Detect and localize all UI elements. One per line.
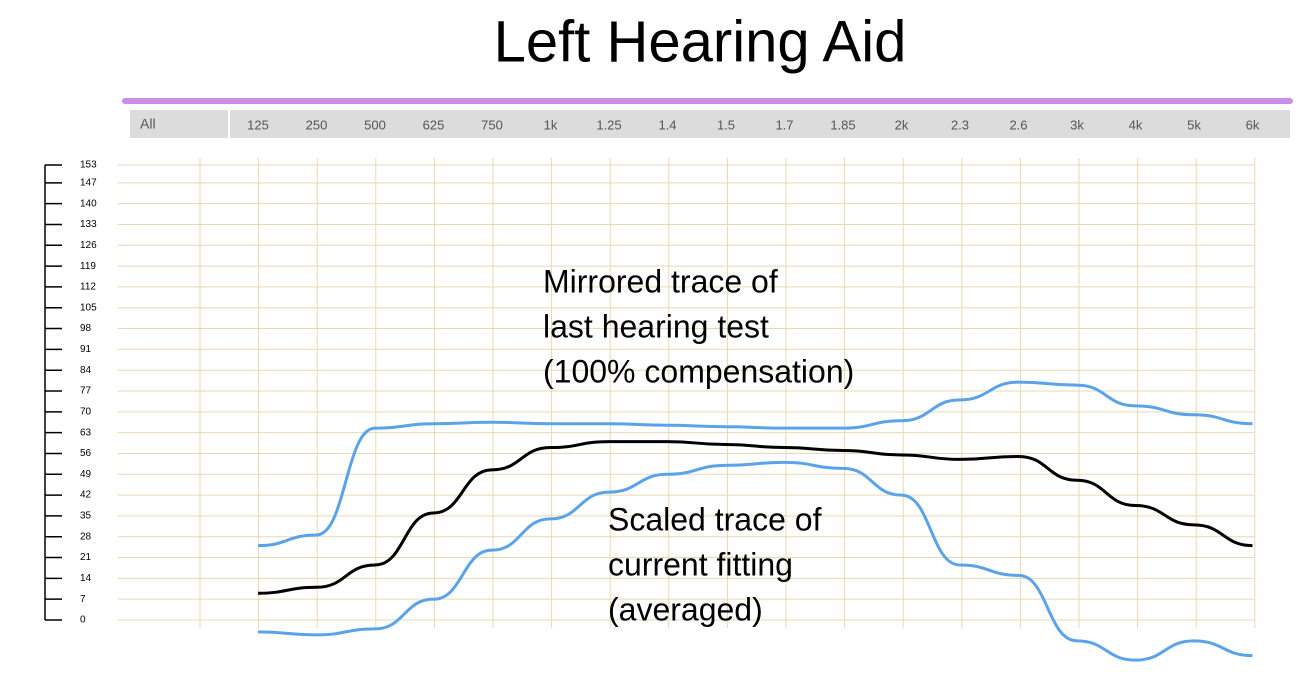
y-tick-label: 14 <box>80 573 92 584</box>
all-tab-label[interactable]: All <box>140 116 156 132</box>
y-tick-label: 98 <box>80 323 92 334</box>
annotation-text: (averaged) <box>608 591 763 627</box>
y-tick-label: 84 <box>80 365 92 376</box>
y-tick-label: 28 <box>80 531 92 542</box>
frequency-tab-label[interactable]: 2k <box>895 117 909 132</box>
y-tick-label: 91 <box>80 344 92 355</box>
y-tick-label: 63 <box>80 427 92 438</box>
frequency-tab-label[interactable]: 500 <box>364 117 386 132</box>
y-tick-label: 7 <box>80 594 86 605</box>
frequency-tab-label[interactable]: 3k <box>1070 117 1084 132</box>
annotation-text: last hearing test <box>543 308 769 344</box>
frequency-tab-label[interactable]: 6k <box>1246 117 1260 132</box>
all-tab[interactable] <box>130 110 228 138</box>
y-tick-label: 112 <box>80 282 96 293</box>
trace-line <box>257 440 1253 595</box>
y-tick-label: 126 <box>80 240 97 251</box>
frequency-tab-label[interactable]: 625 <box>423 117 445 132</box>
annotation-text: Mirrored trace of <box>543 263 778 299</box>
frequency-tab-label[interactable]: 1.5 <box>717 117 735 132</box>
frequency-tab-label[interactable]: 750 <box>481 117 503 132</box>
frequency-tab-label[interactable]: 250 <box>306 117 328 132</box>
annotation-text: (100% compensation) <box>543 353 854 389</box>
annotation-text: current fitting <box>608 546 793 582</box>
chart-title: Left Hearing Aid <box>494 9 907 74</box>
y-tick-label: 153 <box>80 160 97 171</box>
frequency-tab-label[interactable]: 5k <box>1187 117 1201 132</box>
y-tick-label: 49 <box>80 469 92 480</box>
frequency-tab-label[interactable]: 1.7 <box>775 117 793 132</box>
y-tick-label: 21 <box>80 552 92 563</box>
trace-line <box>257 380 1253 548</box>
frequency-tab-label[interactable]: 1.4 <box>658 117 676 132</box>
frequency-tab-label[interactable]: 1.85 <box>830 117 855 132</box>
frequency-tab-label[interactable]: 125 <box>247 117 269 132</box>
frequency-tab-label[interactable]: 2.3 <box>951 117 969 132</box>
frequency-tab-label[interactable]: 4k <box>1129 117 1143 132</box>
y-tick-label: 105 <box>80 302 97 313</box>
frequency-tab-label[interactable]: 1.25 <box>596 117 621 132</box>
y-tick-label: 119 <box>80 261 96 272</box>
y-tick-label: 147 <box>80 177 97 188</box>
y-tick-label: 42 <box>80 490 92 501</box>
trace-line <box>257 460 1253 662</box>
annotation-text: Scaled trace of <box>608 501 822 537</box>
tab-strip <box>230 110 1290 138</box>
y-tick-label: 56 <box>80 448 92 459</box>
y-tick-label: 35 <box>80 511 92 522</box>
y-tick-label: 140 <box>80 198 97 209</box>
y-tick-label: 70 <box>80 406 92 417</box>
frequency-tab-label[interactable]: 1k <box>544 117 558 132</box>
frequency-tab-label[interactable]: 2.6 <box>1009 117 1027 132</box>
y-tick-label: 0 <box>80 615 86 626</box>
y-tick-label: 77 <box>80 386 92 397</box>
y-tick-label: 133 <box>80 219 97 230</box>
